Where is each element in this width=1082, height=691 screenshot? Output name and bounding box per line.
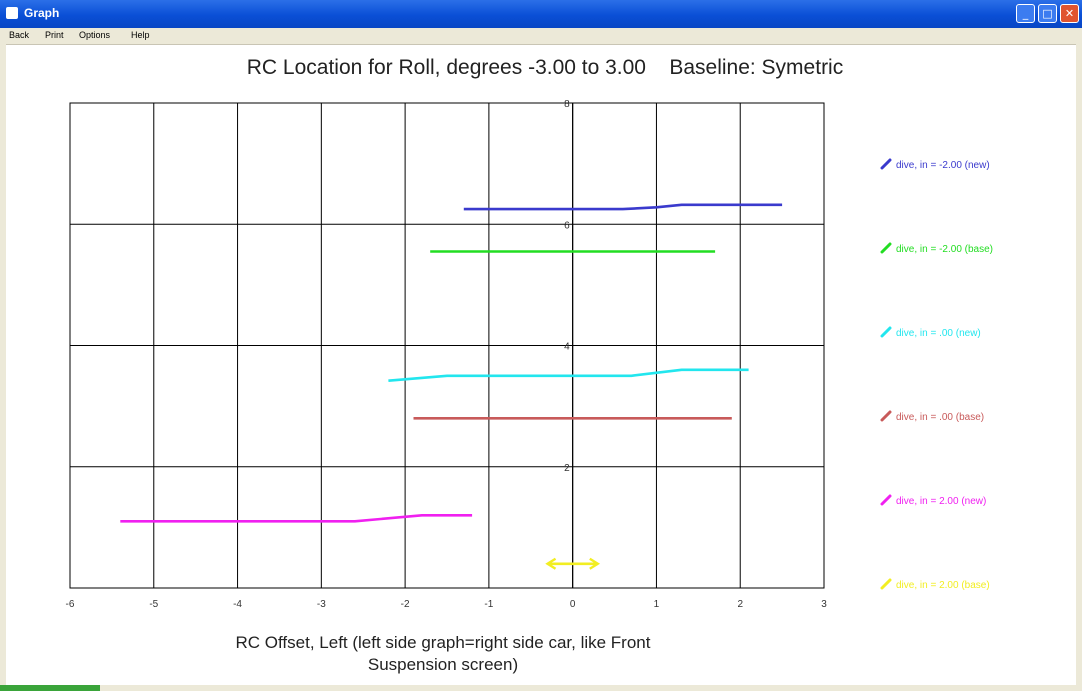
maximize-button[interactable]: □ <box>1038 4 1057 23</box>
menu-print[interactable]: Print <box>45 30 64 40</box>
arrowhead-right <box>589 557 601 570</box>
legend-label: dive, in = -2.00 (base) <box>896 244 993 255</box>
window-title: Graph <box>24 6 60 20</box>
legend-swatch <box>880 158 892 170</box>
chart: RC Location for Roll, degrees -3.00 to 3… <box>66 56 993 674</box>
legend-label: dive, in = 2.00 (base) <box>896 580 990 591</box>
app-icon <box>6 7 18 19</box>
window-frame-left <box>0 44 6 685</box>
x-tick-label: -1 <box>484 599 493 610</box>
x-tick-label: -6 <box>66 599 75 610</box>
taskbar-strip <box>0 685 100 691</box>
y-tick-label: 4 <box>564 342 570 353</box>
menu-options[interactable]: Options <box>79 30 111 40</box>
legend-swatch <box>880 242 892 254</box>
menu-bar: Back Print Options Help <box>0 28 1082 45</box>
y-tick-label: 8 <box>564 99 570 110</box>
x-tick-label: 2 <box>737 599 743 610</box>
legend-label: dive, in = 2.00 (new) <box>896 496 986 507</box>
x-tick-label: 0 <box>570 599 576 610</box>
x-axis-label-line-1: RC Offset, Left (left side graph=right s… <box>236 633 651 652</box>
series-line-3 <box>388 368 749 382</box>
x-tick-label: -4 <box>233 599 242 610</box>
window-frame-bottom <box>0 685 1082 691</box>
legend-label: dive, in = -2.00 (new) <box>896 160 990 171</box>
x-tick-label: -5 <box>149 599 158 610</box>
legend-label: dive, in = .00 (base) <box>896 412 984 423</box>
x-tick-label: -3 <box>317 599 326 610</box>
window-frame-right <box>1076 44 1082 685</box>
x-axis-label-line-2: Suspension screen) <box>368 655 518 674</box>
legend-swatch <box>880 326 892 338</box>
arrowhead-left <box>545 557 557 570</box>
legend-swatch <box>880 494 892 506</box>
x-tick-label: 1 <box>654 599 660 610</box>
menu-back[interactable]: Back <box>9 30 30 40</box>
minimize-button[interactable]: _ <box>1016 4 1035 23</box>
x-tick-label: 3 <box>821 599 827 610</box>
y-tick-label: 6 <box>564 220 570 231</box>
title-bar: Graph _ □ ✕ <box>0 0 1082 28</box>
series-line-1 <box>463 203 783 211</box>
legend-swatch <box>880 578 892 590</box>
y-tick-label: 2 <box>564 463 570 474</box>
chart-title: RC Location for Roll, degrees -3.00 to 3… <box>247 56 843 79</box>
close-button[interactable]: ✕ <box>1060 4 1079 23</box>
x-tick-label: -2 <box>401 599 410 610</box>
series-line-5 <box>120 513 473 523</box>
legend-label: dive, in = .00 (new) <box>896 328 981 339</box>
menu-help[interactable]: Help <box>131 30 150 40</box>
legend-swatch <box>880 410 892 422</box>
